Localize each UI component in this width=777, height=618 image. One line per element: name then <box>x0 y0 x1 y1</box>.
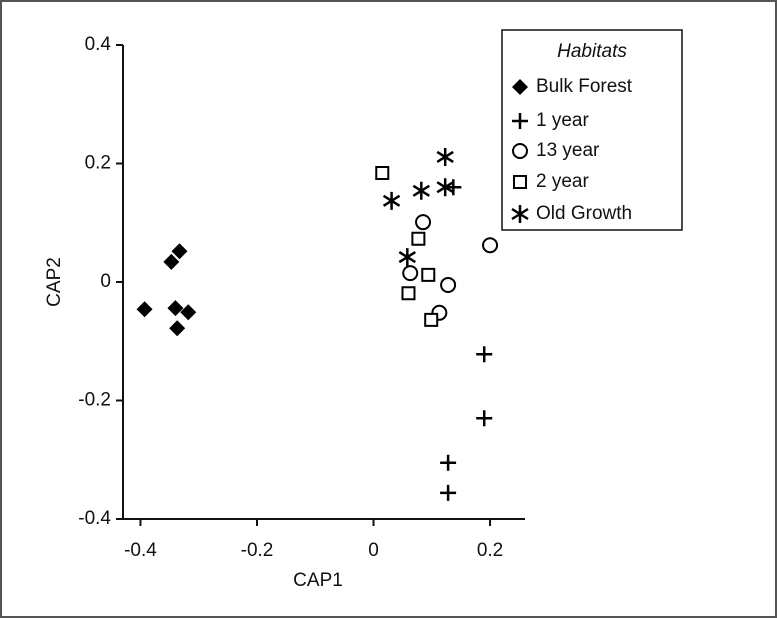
x-tick-label: 0.2 <box>477 540 503 561</box>
data-point <box>180 304 197 321</box>
data-point <box>167 300 184 317</box>
legend-title: Habitats <box>557 41 627 62</box>
x-tick-label: -0.2 <box>241 540 274 561</box>
legend-marker <box>512 79 528 95</box>
y-tick-label: 0.4 <box>85 34 112 55</box>
data-point <box>163 253 180 270</box>
data-point <box>375 165 390 180</box>
legend-marker <box>512 113 528 129</box>
y-tick-label: -0.4 <box>78 508 111 529</box>
x-tick-label: 0 <box>368 540 379 561</box>
legend-marker <box>513 175 527 189</box>
y-tick-label: 0.2 <box>85 153 111 174</box>
data-point <box>440 454 457 471</box>
data-point <box>411 231 426 246</box>
legend-label: Old Growth <box>536 203 632 224</box>
data-point <box>482 237 499 254</box>
legend-marker <box>511 143 529 159</box>
x-axis-label: CAP1 <box>293 570 343 591</box>
data-point <box>436 147 454 166</box>
legend-box <box>501 29 683 231</box>
data-point <box>421 267 436 282</box>
data-point <box>136 301 153 318</box>
data-point <box>436 178 454 197</box>
legend-label: Bulk Forest <box>536 76 633 97</box>
y-axis-label: CAP2 <box>44 257 65 307</box>
legend-marker <box>511 205 529 223</box>
y-tick-label: -0.2 <box>78 390 111 411</box>
data-point <box>412 181 430 200</box>
data-point <box>476 346 493 363</box>
data-point <box>440 276 457 293</box>
data-point <box>424 312 439 327</box>
data-point <box>169 320 186 337</box>
y-tick-label: 0 <box>100 271 111 292</box>
legend-label: 13 year <box>536 140 600 161</box>
data-point <box>382 191 401 210</box>
data-point <box>171 243 188 260</box>
x-tick-label: -0.4 <box>124 540 157 561</box>
data-point <box>415 214 432 231</box>
data-point <box>476 410 493 427</box>
data-point <box>401 286 416 301</box>
legend-label: 1 year <box>536 110 589 131</box>
data-point <box>402 265 419 282</box>
data-point <box>445 179 462 196</box>
legend-label: 2 year <box>536 171 589 192</box>
data-point <box>398 248 416 267</box>
data-point <box>440 484 457 501</box>
